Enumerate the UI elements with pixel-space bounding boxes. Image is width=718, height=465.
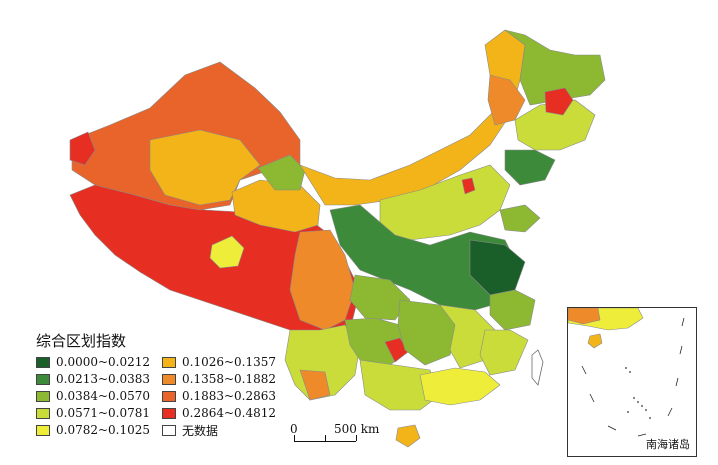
legend-item: 0.0213~0.0383: [36, 371, 150, 387]
inset-islands: [625, 367, 651, 419]
region-taiwan: [531, 349, 544, 386]
legend-swatch: [162, 373, 176, 385]
legend-label: 无数据: [182, 423, 219, 438]
inset-hainan: [587, 333, 603, 349]
region-sichuan: [289, 229, 356, 331]
inset-map: [567, 307, 685, 437]
region-yunnan-orange: [299, 369, 331, 401]
south-china-sea-inset: 南海诸岛: [567, 307, 697, 457]
legend-label: 0.0384~0.0570: [56, 389, 151, 403]
legend-item: 无数据: [162, 422, 218, 438]
region-fujian: [479, 329, 529, 376]
legend-label: 0.2864~0.4812: [182, 406, 277, 420]
scale-tick: [356, 435, 357, 441]
inset-coast-orange: [567, 307, 601, 325]
region-beijing: [461, 177, 476, 195]
legend-swatch: [162, 424, 176, 436]
legend-label: 0.1358~0.1882: [182, 372, 277, 386]
legend-item: 0.1026~0.1357: [162, 354, 276, 370]
legend-item: 0.0384~0.0570: [36, 388, 150, 404]
legend-item: 0.0782~0.1025: [36, 422, 150, 438]
inset-label: 南海诸岛: [646, 438, 690, 451]
legend-label: 0.0571~0.0781: [56, 406, 151, 420]
legend-swatch: [36, 424, 50, 436]
legend-item: 0.2864~0.4812: [162, 405, 276, 421]
legend-swatch: [162, 390, 176, 402]
legend-swatch: [36, 390, 50, 402]
region-shandong: [499, 204, 541, 233]
legend-item: 0.1883~0.2863: [162, 388, 276, 404]
legend-label: 0.0213~0.0383: [56, 372, 151, 386]
region-liaoning: [504, 149, 556, 186]
legend-swatch: [36, 373, 50, 385]
region-guangxi: [359, 359, 441, 411]
legend-label: 0.0782~0.1025: [56, 423, 151, 437]
region-tibet-lake: [209, 235, 245, 269]
region-chongqing: [349, 274, 411, 321]
map-legend: 综合区划指数 0.0000~0.0212 0.0213~0.0383 0.038…: [36, 330, 286, 440]
scale-tick: [294, 435, 295, 441]
region-tarim: [149, 129, 261, 206]
legend-swatch: [36, 407, 50, 419]
region-jilin-red: [544, 87, 574, 116]
legend-item: 0.1358~0.1882: [162, 371, 276, 387]
legend-item: 0.0571~0.0781: [36, 405, 150, 421]
legend-label: 0.0000~0.0212: [56, 355, 151, 369]
legend-item: 0.0000~0.0212: [36, 354, 150, 370]
legend-swatch: [36, 356, 50, 368]
legend-title: 综合区划指数: [36, 332, 127, 350]
legend-label: 0.1883~0.2863: [182, 389, 277, 403]
legend-swatch: [162, 407, 176, 419]
scale-end-label: 500 km: [334, 422, 380, 436]
scale-tick: [325, 435, 326, 441]
region-hainan: [395, 424, 421, 448]
inset-dash-line: [581, 317, 685, 437]
scale-bar: 0 500 km: [288, 422, 388, 448]
legend-label: 0.1026~0.1357: [182, 355, 277, 369]
legend-swatch: [162, 356, 176, 368]
scale-line: [294, 441, 356, 442]
region-west-red: [69, 131, 96, 166]
region-heilongjiang: [504, 29, 606, 106]
region-guangdong: [419, 367, 501, 406]
region-zhejiang: [489, 289, 536, 331]
region-gansu: [257, 154, 306, 191]
scale-start-label: 0: [290, 422, 298, 436]
